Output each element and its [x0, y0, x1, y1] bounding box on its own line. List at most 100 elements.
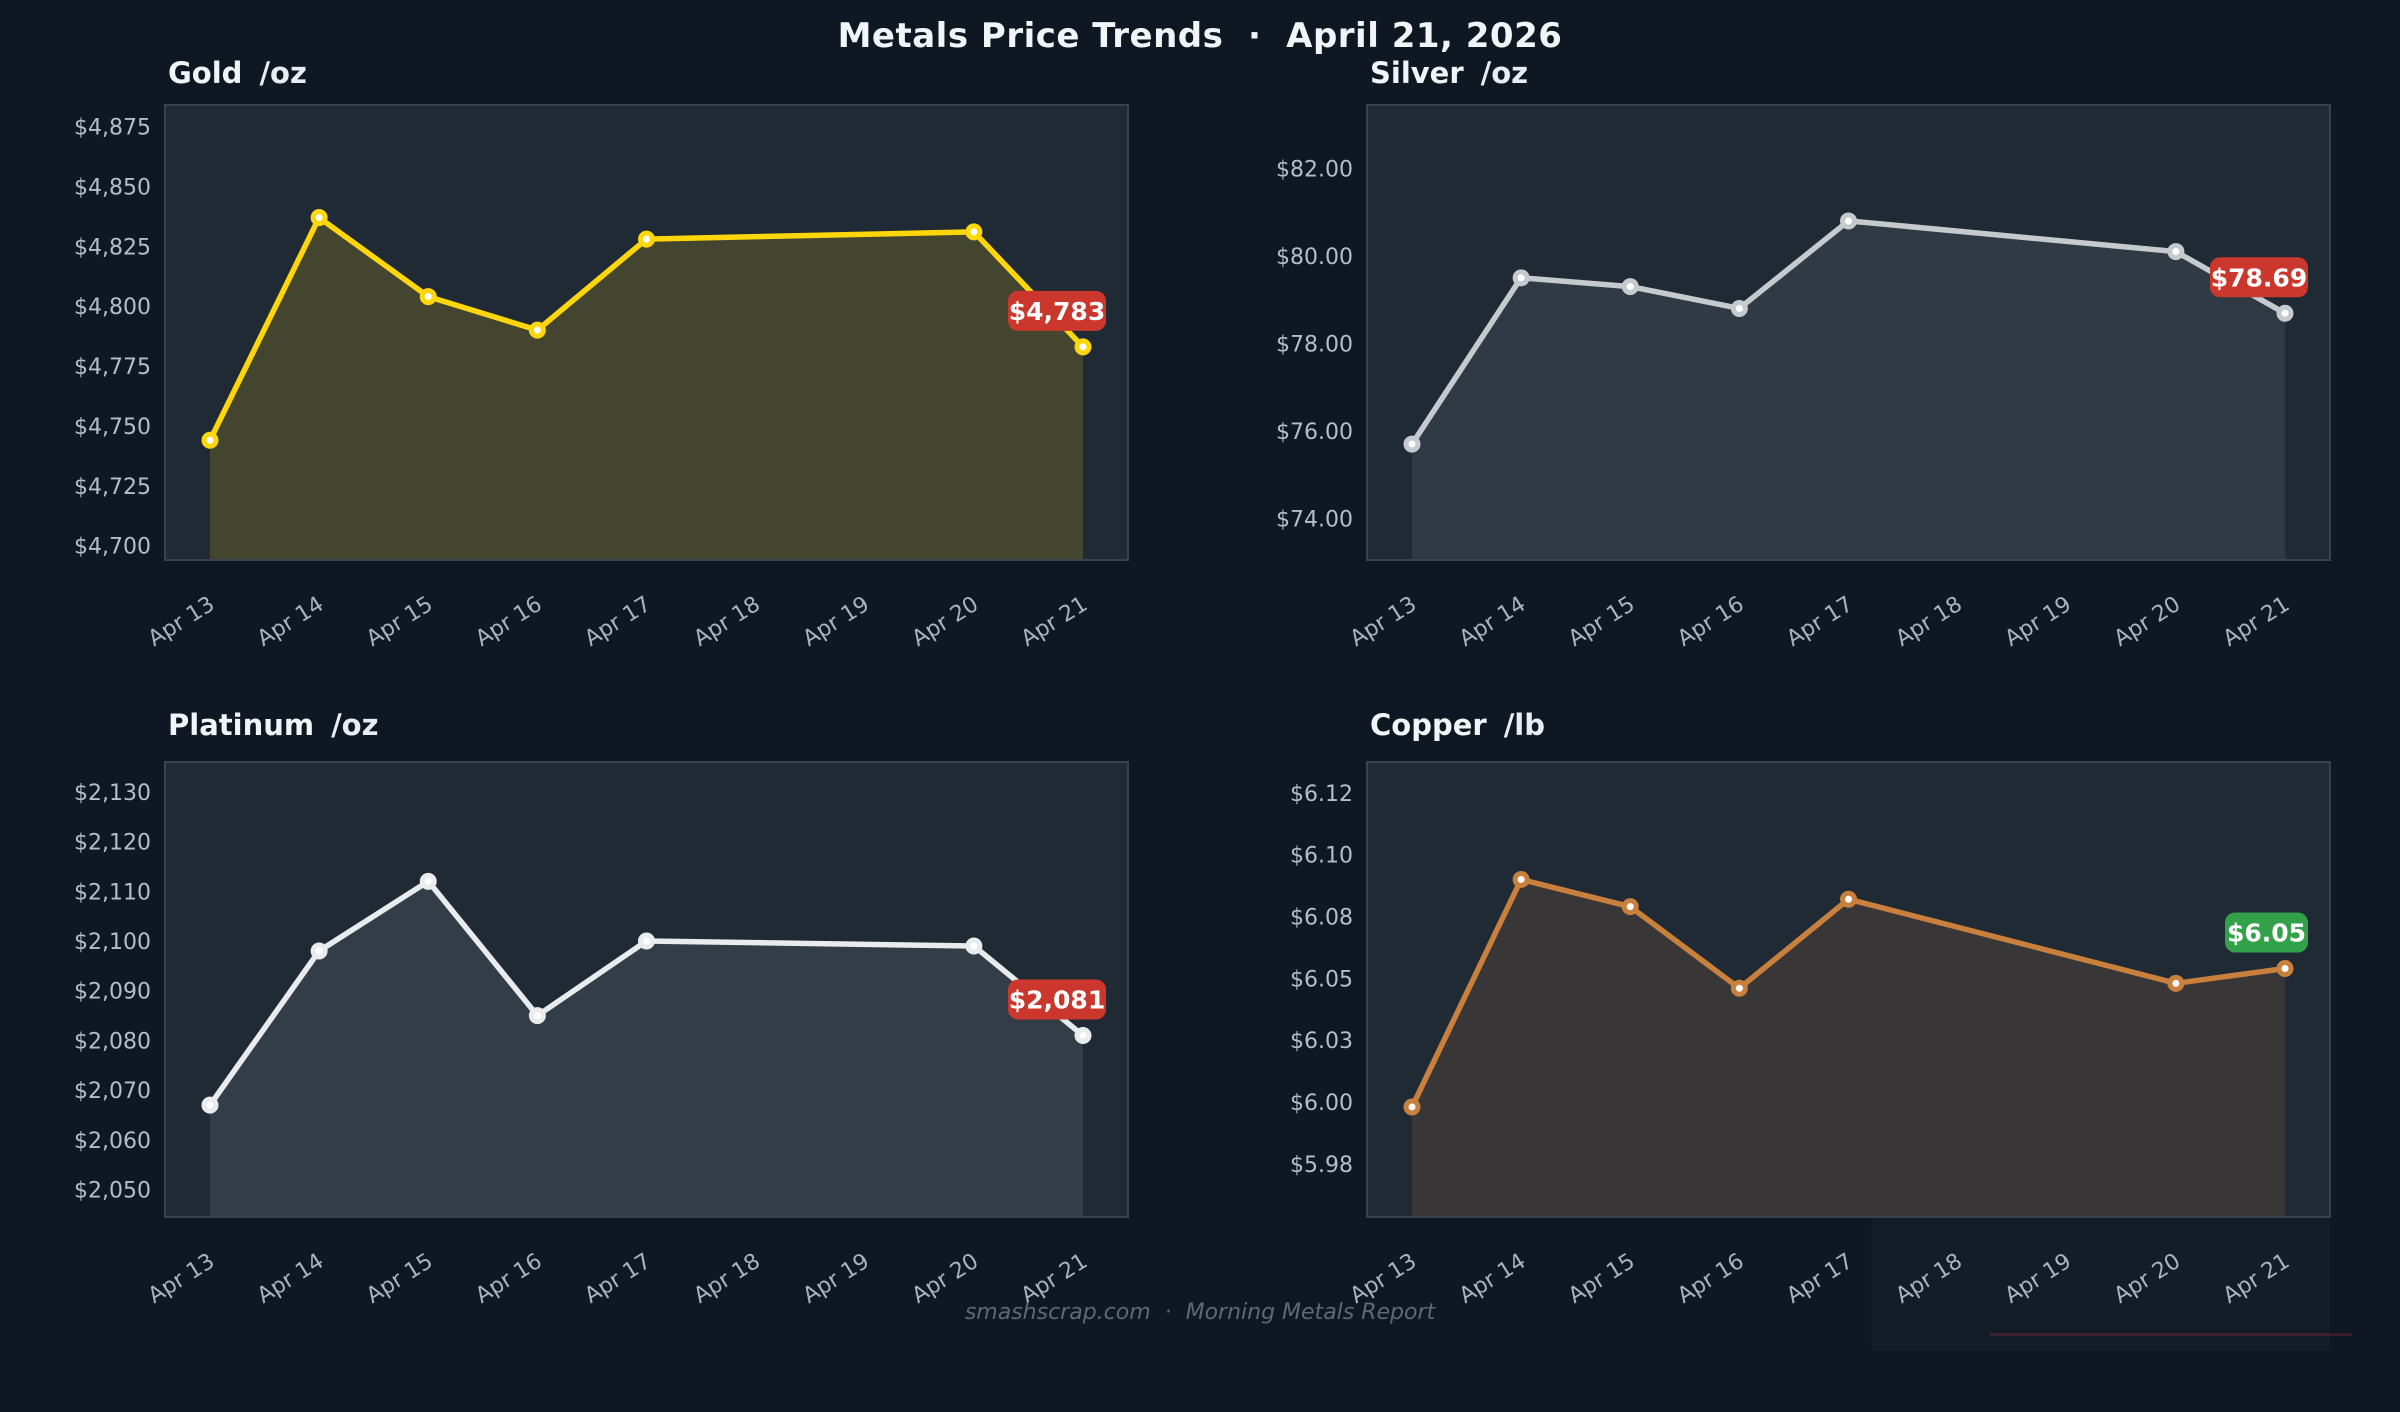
silver-plot-area: [1366, 104, 2331, 561]
gold-plot-area: [164, 104, 1129, 561]
gold-y-tick--4-775: $4,775: [74, 355, 151, 380]
silver-point-apr-21: [2276, 304, 2294, 322]
silver-x-tick-apr-21: Apr 21: [2219, 592, 2294, 652]
gold-badge-background: [1008, 290, 1106, 331]
silver-point-apr-16: [1730, 299, 1748, 317]
gold-point-apr-16: [528, 321, 546, 339]
footer-credit: smashscrap.com · Morning Metals Report: [964, 1300, 1436, 1325]
platinum-chart-title: Platinum/oz: [168, 708, 378, 742]
gold-point-apr-20: [965, 223, 983, 241]
gold-point-apr-21: [1074, 338, 1092, 356]
gold-chart-title-metal: Gold: [168, 56, 243, 90]
gold-x-tick-apr-20: Apr 20: [908, 592, 983, 652]
silver-x-tick-apr-19: Apr 19: [2001, 592, 2076, 652]
gold-x-tick-apr-13: Apr 13: [144, 592, 219, 652]
silver-y-tick--80-00: $80.00: [1276, 245, 1353, 270]
silver-last-value-badge: $78.69: [2210, 257, 2308, 298]
silver-chart-title: Silver/oz: [1370, 56, 1528, 90]
copper-y-tick--6-08: $6.08: [1290, 906, 1353, 931]
silver-badge-value: $78.69: [2211, 263, 2307, 292]
gold-y-tick--4-825: $4,825: [74, 235, 151, 260]
copper-point-apr-15: [1621, 898, 1639, 916]
platinum-point-apr-20: [965, 937, 983, 955]
gold-point-apr-14: [310, 209, 328, 227]
copper-chart-title-unit: /lb: [1503, 708, 1545, 742]
silver-point-apr-20: [2167, 243, 2185, 261]
platinum-badge-background: [1008, 979, 1106, 1020]
platinum-y-tick--2-070: $2,070: [74, 1079, 151, 1104]
gold-x-tick-apr-17: Apr 17: [580, 592, 655, 652]
gold-y-tick--4-750: $4,750: [74, 415, 151, 440]
platinum-point-apr-21: [1074, 1026, 1092, 1044]
gold-line-chart: $4,875 $4,850 $4,825 $4,800 $4,775 $4,750 $4,7…: [74, 104, 1129, 652]
platinum-badge-value: $2,081: [1009, 985, 1105, 1014]
copper-point-apr-17: [1840, 890, 1857, 908]
platinum-plot-area: [164, 761, 1129, 1218]
platinum-line-chart: $2,130 $2,120 $2,110 $2,100 $2,090 $2,080 $2,0…: [74, 761, 1129, 1309]
silver-y-tick--76-00: $76.00: [1276, 420, 1353, 445]
silver-x-tick-apr-13: Apr 13: [1346, 592, 1421, 652]
silver-point-apr-13: [1403, 435, 1421, 453]
silver-y-tick--78-00: $78.00: [1276, 332, 1353, 357]
platinum-chart-title-metal: Platinum: [168, 708, 315, 742]
platinum-y-tick--2-110: $2,110: [74, 880, 151, 905]
copper-chart-title-metal: Copper: [1370, 708, 1487, 742]
copper-point-apr-20: [2167, 974, 2185, 992]
silver-point-apr-15: [1621, 278, 1639, 296]
silver-area-fill: [1412, 220, 2285, 559]
copper-y-tick--6-12: $6.12: [1290, 782, 1353, 807]
platinum-y-tick--2-060: $2,060: [74, 1129, 151, 1154]
silver-y-tick--82-00: $82.00: [1276, 157, 1353, 182]
copper-y-tick--6-10: $6.10: [1290, 844, 1353, 869]
silver-x-tick-apr-14: Apr 14: [1455, 592, 1530, 652]
page-title: Metals Price Trends · April 21, 2026: [837, 16, 1563, 56]
copper-chart-title: Copper/lb: [1370, 708, 1545, 742]
watermark-underline: [1990, 1333, 2352, 1336]
platinum-area-fill: [210, 881, 1083, 1216]
gold-chart-title: Gold/oz: [168, 56, 307, 90]
gold-x-tick-apr-14: Apr 14: [253, 592, 328, 652]
gold-y-tick--4-800: $4,800: [74, 295, 151, 320]
silver-badge-background: [2210, 257, 2308, 298]
gold-x-tick-apr-18: Apr 18: [690, 592, 765, 652]
platinum-y-tick--2-050: $2,050: [74, 1179, 151, 1204]
silver-x-tick-apr-15: Apr 15: [1564, 592, 1639, 652]
gold-x-tick-apr-19: Apr 19: [799, 592, 874, 652]
platinum-chart-title-unit: /oz: [331, 708, 379, 742]
gold-x-tick-apr-21: Apr 21: [1017, 592, 1092, 652]
platinum-point-apr-17: [638, 932, 655, 950]
gold-chart-title-unit: /oz: [259, 56, 307, 90]
silver-y-tick--74-00: $74.00: [1276, 507, 1353, 532]
copper-last-value-badge: $6.05: [2225, 912, 2308, 953]
platinum-y-tick--2-130: $2,130: [74, 781, 151, 806]
silver-point-apr-14: [1512, 269, 1530, 287]
copper-badge-background: [2225, 912, 2308, 953]
silver-x-tick-apr-17: Apr 17: [1782, 592, 1857, 652]
copper-point-apr-14: [1512, 870, 1530, 888]
copper-area-fill: [1412, 879, 2285, 1216]
gold-badge-value: $4,783: [1009, 297, 1105, 326]
silver-chart-title-unit: /oz: [1480, 56, 1529, 90]
copper-y-tick--6-03: $6.03: [1290, 1029, 1353, 1054]
platinum-point-apr-16: [528, 1007, 546, 1025]
copper-badge-value: $6.05: [2227, 918, 2306, 947]
gold-point-apr-17: [638, 230, 655, 248]
platinum-last-value-badge: $2,081: [1008, 979, 1106, 1020]
copper-y-tick--6-05: $6.05: [1290, 967, 1353, 992]
platinum-y-tick--2-120: $2,120: [74, 831, 151, 856]
copper-y-tick--6-00: $6.00: [1290, 1091, 1353, 1116]
platinum-y-tick--2-090: $2,090: [74, 980, 151, 1005]
platinum-point-apr-14: [310, 942, 328, 960]
copper-point-apr-16: [1730, 979, 1748, 997]
gold-point-apr-15: [419, 288, 437, 306]
gold-y-tick--4-725: $4,725: [74, 475, 151, 500]
copper-plot-area: [1366, 761, 2331, 1218]
silver-x-tick-apr-16: Apr 16: [1673, 592, 1748, 652]
platinum-point-apr-15: [419, 872, 437, 890]
silver-point-apr-17: [1840, 212, 1857, 230]
gold-x-tick-apr-15: Apr 15: [362, 592, 437, 652]
platinum-point-apr-13: [201, 1096, 219, 1114]
silver-x-tick-apr-18: Apr 18: [1892, 592, 1967, 652]
gold-x-tick-apr-16: Apr 16: [471, 592, 546, 652]
